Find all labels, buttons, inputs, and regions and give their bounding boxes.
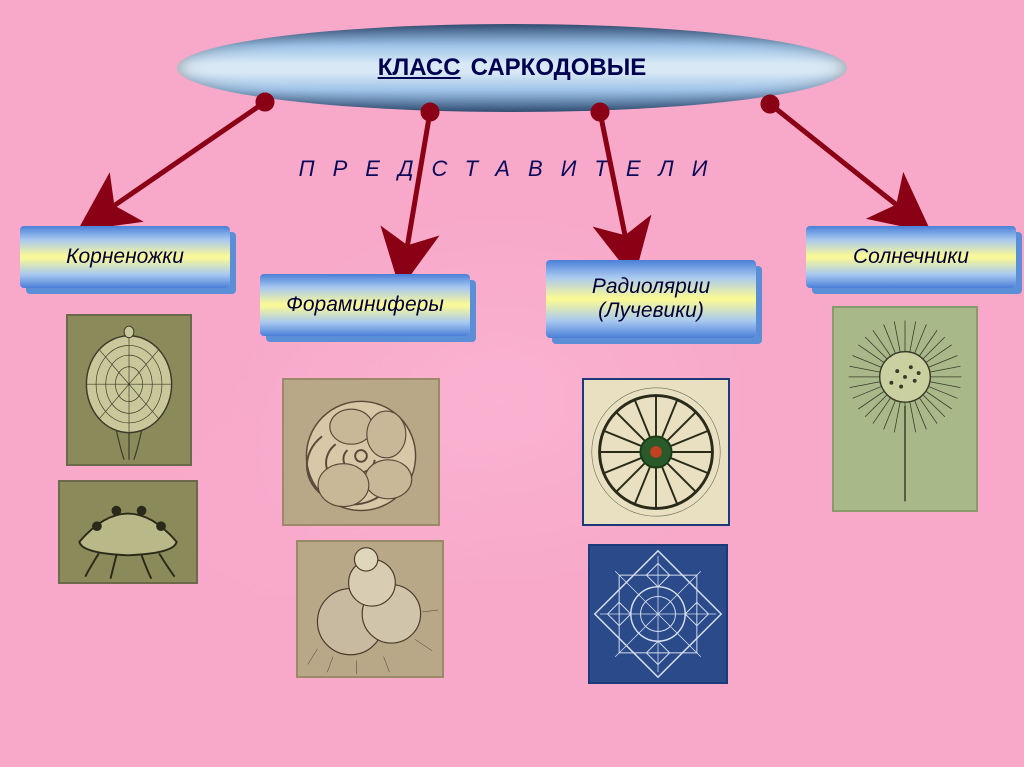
category-label: Солнечники (853, 245, 969, 269)
image-radiolaria-2 (588, 544, 728, 684)
radiolaria-wheel-icon (584, 378, 728, 526)
heliozoa-icon (834, 306, 976, 512)
rhizopod-dome-icon (60, 480, 196, 584)
image-rhizopod-1 (66, 314, 192, 466)
image-foraminifera-1 (282, 378, 440, 526)
category-label: Радиолярии (Лучевики) (592, 275, 710, 323)
title-main: САРКОДОВЫЕ (471, 54, 647, 82)
title-ellipse: КЛАСС САРКОДОВЫЕ (177, 24, 847, 112)
category-label: Фораминиферы (286, 293, 444, 317)
image-foraminifera-2 (296, 540, 444, 678)
category-box-heliozoa: Солнечники (806, 226, 1016, 288)
category-box-radiolaria: Радиолярии (Лучевики) (546, 260, 756, 338)
foram-cluster-icon (298, 540, 442, 678)
foram-spiral-icon (284, 378, 438, 526)
image-heliozoa (832, 306, 978, 512)
subtitle: ПРЕДСТАВИТЕЛИ (299, 156, 726, 182)
category-box-rhizopoda: Корненожки (20, 226, 230, 288)
category-label: Корненожки (66, 245, 184, 269)
rhizopod-icon (68, 314, 190, 466)
radiolaria-lattice-icon (590, 544, 726, 684)
image-rhizopod-2 (58, 480, 198, 584)
image-radiolaria-1 (582, 378, 730, 526)
category-box-foraminifera: Фораминиферы (260, 274, 470, 336)
title-prefix: КЛАСС (378, 54, 461, 82)
